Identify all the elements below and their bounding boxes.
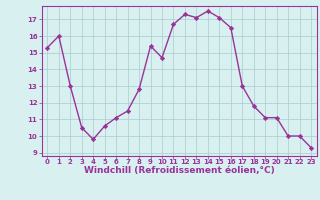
X-axis label: Windchill (Refroidissement éolien,°C): Windchill (Refroidissement éolien,°C): [84, 166, 275, 175]
